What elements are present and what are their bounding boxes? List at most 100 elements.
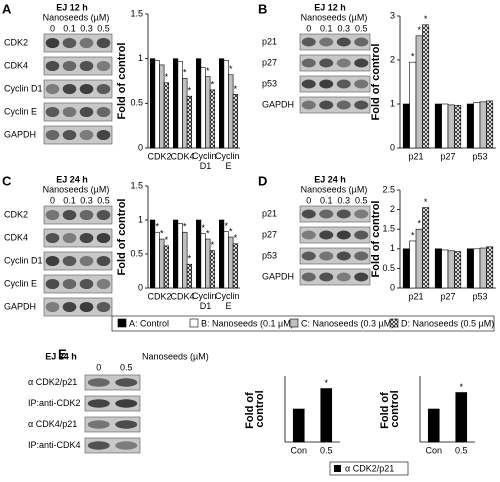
blot-band [96, 278, 111, 290]
bar [486, 246, 494, 289]
bar [205, 76, 211, 149]
blot-treatment: Nanoseeds (µM) [43, 184, 110, 194]
bar [163, 245, 170, 289]
bar [402, 248, 410, 289]
bar [228, 74, 234, 149]
blot-band [62, 37, 77, 49]
bar [441, 249, 449, 289]
bar [232, 243, 239, 289]
bar [415, 228, 423, 289]
panel-label: D [258, 173, 267, 188]
blot-band [336, 272, 351, 282]
blot-band [45, 255, 60, 267]
y-axis-label: Fold of control [116, 199, 128, 276]
x-tick-label: p21 [408, 151, 423, 161]
bar [154, 231, 160, 289]
legend-label: α CDK2/p21 [345, 463, 394, 473]
blot-band [354, 58, 369, 68]
blot-band [336, 58, 351, 68]
y-tick-label: 0.5 [130, 248, 143, 258]
significance-mark: * [183, 222, 187, 232]
blot-band [62, 106, 77, 118]
blot-band [301, 58, 316, 68]
blot-strip [299, 54, 371, 72]
bar [154, 60, 160, 149]
blot-strip [43, 79, 113, 99]
legend-swatch [289, 318, 299, 328]
blot-header: EJ 12 h [56, 2, 88, 12]
blot-band [62, 129, 77, 141]
bar [415, 35, 423, 149]
significance-mark: * [188, 86, 192, 96]
dose-label: 0.3 [337, 195, 350, 205]
significance-mark: * [224, 221, 228, 231]
blot-band [319, 251, 334, 261]
blot-band [336, 209, 351, 219]
dose-label: 0 [306, 195, 311, 205]
bar [486, 100, 494, 149]
x-tick-label: CDK2 [147, 291, 171, 301]
bar [196, 58, 202, 149]
y-tick-label: 2.5 [382, 184, 395, 194]
blot-band [301, 272, 316, 282]
blot-band [45, 37, 60, 49]
blot-row-label: GAPDH [4, 301, 36, 311]
bar [177, 61, 183, 149]
blot-band [79, 232, 94, 244]
blot-band [79, 278, 94, 290]
bar [466, 103, 474, 149]
blot-strip [299, 96, 371, 114]
blot-band [301, 37, 316, 47]
blot-band [45, 106, 60, 118]
panel-label: C [2, 173, 12, 188]
legend-box [329, 461, 409, 476]
blot-band [87, 441, 110, 450]
significance-mark: * [229, 64, 233, 74]
blot-strip [43, 274, 113, 294]
significance-mark: * [165, 235, 169, 245]
bar [479, 101, 487, 149]
significance-mark: * [411, 230, 415, 240]
legend-label: A: Control [129, 318, 169, 328]
blot-band [96, 209, 111, 221]
bar [434, 248, 442, 289]
x-tick-label: CDK4 [170, 291, 194, 301]
significance-mark: * [155, 222, 159, 232]
blot-band [62, 278, 77, 290]
blot-band [319, 100, 334, 110]
blot-strip [43, 297, 113, 317]
x-tick-label: p53 [472, 291, 487, 301]
blot-strip [43, 33, 113, 53]
dose-label: 0.5 [355, 195, 368, 205]
blot-strip [43, 228, 113, 248]
x-tick-label: p21 [408, 291, 423, 301]
legend-label: C: Nanoseeds (0.3 µM) [301, 318, 394, 328]
blot-band [79, 255, 94, 267]
bar [223, 231, 229, 289]
y-tick-label: 0 [138, 142, 143, 152]
blot-strip [43, 56, 113, 76]
blot-band [115, 378, 138, 387]
blot-band [301, 209, 316, 219]
y-tick-label: 2 [390, 54, 395, 64]
blot-band [45, 129, 60, 141]
blot-band [354, 79, 369, 89]
blot-strip [299, 33, 371, 51]
blot-header: EJ 24 h [45, 351, 77, 361]
y-tick-label: 2 [390, 204, 395, 214]
legend-swatch [117, 318, 127, 328]
y-tick-label: 1 [138, 53, 143, 63]
significance-mark: * [188, 254, 192, 264]
bar [200, 67, 206, 149]
blot-band [354, 209, 369, 219]
y-tick-label: 0 [138, 282, 143, 292]
blot-row-label: CDK4 [4, 60, 28, 70]
blot-band [45, 278, 60, 290]
y-axis-label: Fold of control [116, 43, 128, 120]
blot-band [79, 209, 94, 221]
blot-band [96, 129, 111, 141]
blot-band [62, 83, 77, 95]
x-tick-label: p27 [440, 151, 455, 161]
bar [473, 102, 481, 149]
blot-band [301, 79, 316, 89]
